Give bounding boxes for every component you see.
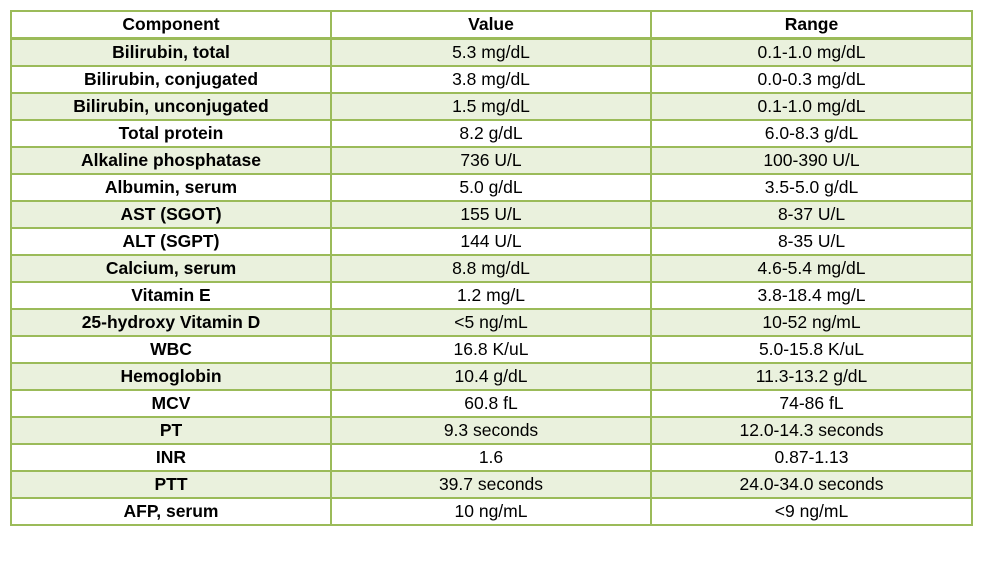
table-row: ALT (SGPT) 144 U/L 8-35 U/L bbox=[10, 227, 973, 256]
lab-results-table: Component Value Range Bilirubin, total 5.… bbox=[10, 10, 973, 526]
table-row: Albumin, serum 5.0 g/dL 3.5-5.0 g/dL bbox=[10, 173, 973, 202]
component-cell: 25-hydroxy Vitamin D bbox=[10, 308, 332, 337]
range-cell: 11.3-13.2 g/dL bbox=[650, 362, 973, 391]
component-cell: Vitamin E bbox=[10, 281, 332, 310]
table-row: INR 1.6 0.87-1.13 bbox=[10, 443, 973, 472]
value-cell: 39.7 seconds bbox=[330, 470, 652, 499]
table-row: Hemoglobin 10.4 g/dL 11.3-13.2 g/dL bbox=[10, 362, 973, 391]
value-cell: 8.8 mg/dL bbox=[330, 254, 652, 283]
table-row: PT 9.3 seconds 12.0-14.3 seconds bbox=[10, 416, 973, 445]
table-row: MCV 60.8 fL 74-86 fL bbox=[10, 389, 973, 418]
table-body: Bilirubin, total 5.3 mg/dL 0.1-1.0 mg/dL Bi… bbox=[10, 37, 973, 526]
range-cell: 100-390 U/L bbox=[650, 146, 973, 175]
range-cell: 8-37 U/L bbox=[650, 200, 973, 229]
component-cell: AST (SGOT) bbox=[10, 200, 332, 229]
range-cell: 74-86 fL bbox=[650, 389, 973, 418]
component-cell: Bilirubin, unconjugated bbox=[10, 92, 332, 121]
table-row: Alkaline phosphatase 736 U/L 100-390 U/L bbox=[10, 146, 973, 175]
header-range: Range bbox=[650, 10, 973, 40]
range-cell: 12.0-14.3 seconds bbox=[650, 416, 973, 445]
table-row: Bilirubin, unconjugated 1.5 mg/dL 0.1-1.0 … bbox=[10, 92, 973, 121]
value-cell: 736 U/L bbox=[330, 146, 652, 175]
range-cell: 6.0-8.3 g/dL bbox=[650, 119, 973, 148]
value-cell: <5 ng/mL bbox=[330, 308, 652, 337]
component-cell: Bilirubin, total bbox=[10, 37, 332, 67]
range-cell: 8-35 U/L bbox=[650, 227, 973, 256]
component-cell: Calcium, serum bbox=[10, 254, 332, 283]
value-cell: 9.3 seconds bbox=[330, 416, 652, 445]
component-cell: MCV bbox=[10, 389, 332, 418]
range-cell: 24.0-34.0 seconds bbox=[650, 470, 973, 499]
component-cell: Alkaline phosphatase bbox=[10, 146, 332, 175]
value-cell: 144 U/L bbox=[330, 227, 652, 256]
component-cell: PT bbox=[10, 416, 332, 445]
component-cell: Total protein bbox=[10, 119, 332, 148]
value-cell: 3.8 mg/dL bbox=[330, 65, 652, 94]
table-row: Calcium, serum 8.8 mg/dL 4.6-5.4 mg/dL bbox=[10, 254, 973, 283]
component-cell: Hemoglobin bbox=[10, 362, 332, 391]
range-cell: <9 ng/mL bbox=[650, 497, 973, 526]
header-row: Component Value Range bbox=[10, 10, 973, 40]
range-cell: 3.5-5.0 g/dL bbox=[650, 173, 973, 202]
table-row: Total protein 8.2 g/dL 6.0-8.3 g/dL bbox=[10, 119, 973, 148]
value-cell: 10 ng/mL bbox=[330, 497, 652, 526]
value-cell: 60.8 fL bbox=[330, 389, 652, 418]
range-cell: 5.0-15.8 K/uL bbox=[650, 335, 973, 364]
table-row: 25-hydroxy Vitamin D <5 ng/mL 10-52 ng/mL bbox=[10, 308, 973, 337]
range-cell: 0.1-1.0 mg/dL bbox=[650, 37, 973, 67]
value-cell: 5.3 mg/dL bbox=[330, 37, 652, 67]
table-row: PTT 39.7 seconds 24.0-34.0 seconds bbox=[10, 470, 973, 499]
range-cell: 0.87-1.13 bbox=[650, 443, 973, 472]
value-cell: 1.2 mg/L bbox=[330, 281, 652, 310]
value-cell: 16.8 K/uL bbox=[330, 335, 652, 364]
table-row: AFP, serum 10 ng/mL <9 ng/mL bbox=[10, 497, 973, 526]
value-cell: 8.2 g/dL bbox=[330, 119, 652, 148]
value-cell: 1.6 bbox=[330, 443, 652, 472]
table-row: WBC 16.8 K/uL 5.0-15.8 K/uL bbox=[10, 335, 973, 364]
range-cell: 0.0-0.3 mg/dL bbox=[650, 65, 973, 94]
value-cell: 155 U/L bbox=[330, 200, 652, 229]
table-row: Bilirubin, conjugated 3.8 mg/dL 0.0-0.3 mg… bbox=[10, 65, 973, 94]
header-component: Component bbox=[10, 10, 332, 40]
header-value: Value bbox=[330, 10, 652, 40]
component-cell: ALT (SGPT) bbox=[10, 227, 332, 256]
table-row: Bilirubin, total 5.3 mg/dL 0.1-1.0 mg/dL bbox=[10, 37, 973, 67]
component-cell: Albumin, serum bbox=[10, 173, 332, 202]
range-cell: 3.8-18.4 mg/L bbox=[650, 281, 973, 310]
component-cell: WBC bbox=[10, 335, 332, 364]
component-cell: Bilirubin, conjugated bbox=[10, 65, 332, 94]
component-cell: AFP, serum bbox=[10, 497, 332, 526]
component-cell: INR bbox=[10, 443, 332, 472]
lab-results-table-container: Component Value Range Bilirubin, total 5.… bbox=[10, 10, 973, 526]
table-header: Component Value Range bbox=[10, 10, 973, 40]
value-cell: 5.0 g/dL bbox=[330, 173, 652, 202]
component-cell: PTT bbox=[10, 470, 332, 499]
table-row: Vitamin E 1.2 mg/L 3.8-18.4 mg/L bbox=[10, 281, 973, 310]
value-cell: 1.5 mg/dL bbox=[330, 92, 652, 121]
range-cell: 0.1-1.0 mg/dL bbox=[650, 92, 973, 121]
value-cell: 10.4 g/dL bbox=[330, 362, 652, 391]
table-row: AST (SGOT) 155 U/L 8-37 U/L bbox=[10, 200, 973, 229]
range-cell: 4.6-5.4 mg/dL bbox=[650, 254, 973, 283]
range-cell: 10-52 ng/mL bbox=[650, 308, 973, 337]
